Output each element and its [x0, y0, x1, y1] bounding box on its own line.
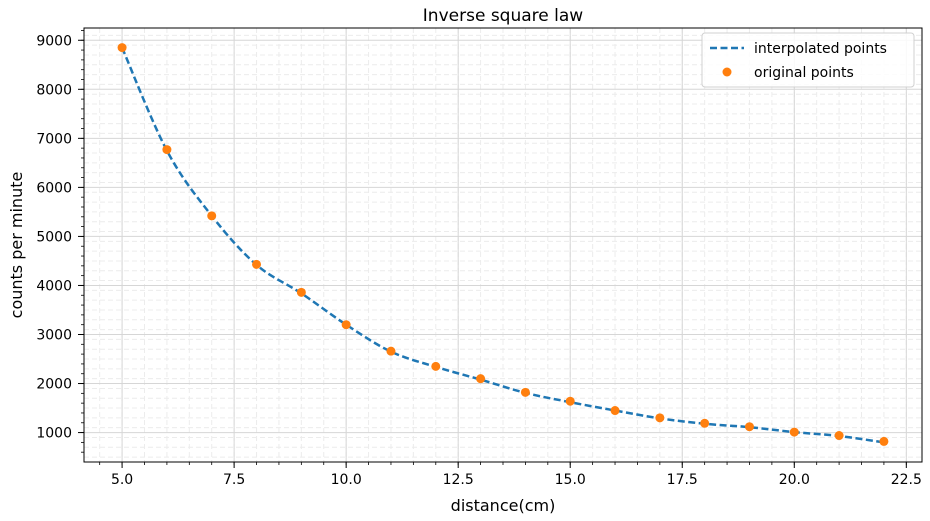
x-axis-title: distance(cm) — [451, 496, 556, 515]
x-tick-label: 20.0 — [779, 472, 810, 488]
series-layer — [117, 43, 889, 446]
data-point-original — [431, 361, 441, 371]
data-point-original — [655, 413, 665, 423]
y-axis: 1000 2000 3000 4000 5000 6000 7000 8000 9000 — [36, 30, 84, 453]
x-tick-label: 7.5 — [223, 472, 245, 488]
y-tick-label: 5000 — [36, 229, 72, 245]
data-point-original — [834, 431, 844, 441]
y-tick-label: 3000 — [36, 327, 72, 343]
y-tick-label: 4000 — [36, 278, 72, 294]
data-point-original — [296, 287, 306, 297]
y-tick-label: 9000 — [36, 33, 72, 49]
data-point-original — [610, 406, 620, 416]
x-tick-label: 22.5 — [891, 472, 922, 488]
x-tick-label: 5.0 — [111, 472, 133, 488]
data-point-original — [565, 396, 575, 406]
y-tick-label: 8000 — [36, 82, 72, 98]
legend: interpolated points original points — [701, 32, 915, 88]
data-point-original — [879, 436, 889, 446]
x-tick-label: 17.5 — [667, 472, 698, 488]
legend-box — [701, 32, 915, 88]
y-tick-label: 1000 — [36, 426, 72, 442]
y-tick-label: 2000 — [36, 377, 72, 393]
chart-title: Inverse square law — [423, 6, 583, 26]
data-point-original — [700, 418, 710, 428]
y-axis-title: counts per minute — [7, 172, 26, 319]
y-tick-label: 6000 — [36, 180, 72, 196]
data-point-original — [252, 259, 262, 269]
data-point-original — [476, 374, 486, 384]
data-point-original — [117, 43, 127, 53]
major-grid — [84, 28, 922, 462]
y-tick-label: 7000 — [36, 131, 72, 147]
x-tick-label: 10.0 — [331, 472, 362, 488]
legend-interpolated-label: interpolated points — [754, 41, 887, 57]
x-tick-label: 15.0 — [555, 472, 586, 488]
legend-original-label: original points — [754, 65, 854, 81]
legend-original-swatch — [722, 67, 732, 77]
data-point-original — [744, 422, 754, 432]
data-point-original — [207, 211, 217, 221]
data-point-original — [341, 320, 351, 330]
data-point-original — [520, 387, 530, 397]
data-point-original — [162, 145, 172, 155]
data-point-original — [386, 346, 396, 356]
data-point-original — [789, 427, 799, 437]
x-tick-label: 12.5 — [443, 472, 474, 488]
series-line-interpolated — [120, 47, 885, 444]
x-axis: 5.0 7.5 10.0 12.5 15.0 17.5 20.0 22.5 — [99, 462, 922, 488]
